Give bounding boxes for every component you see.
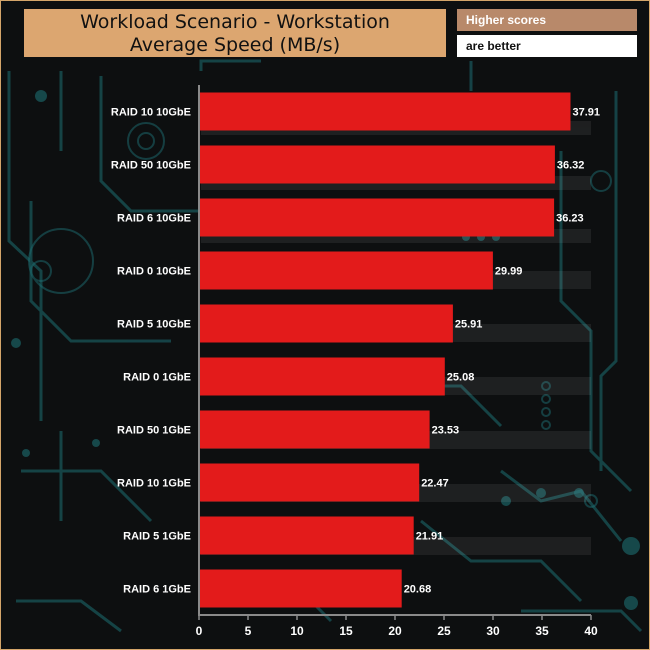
category-label: RAID 50 1GbE	[117, 425, 191, 437]
data-label: 37.91	[573, 107, 601, 119]
data-label: 22.47	[421, 478, 449, 490]
bar	[199, 410, 430, 449]
category-label: RAID 10 10GbE	[111, 107, 191, 119]
x-tick-label: 20	[388, 624, 402, 638]
bar	[199, 145, 555, 184]
bars-layer: RAID 10 10GbE 37.91 RAID 50 10GbE 36.32 RAID…	[111, 92, 601, 608]
chart-title: Workload Scenario - Workstation Average …	[24, 9, 446, 57]
x-tick-label: 5	[245, 624, 252, 638]
bar	[199, 357, 445, 396]
bar	[199, 198, 555, 237]
data-label: 20.68	[404, 584, 432, 596]
category-label: RAID 6 10GbE	[117, 213, 191, 225]
x-tick-label: 35	[535, 624, 549, 638]
chart-title-line-1: Workload Scenario - Workstation	[80, 11, 390, 33]
x-tick-label: 40	[584, 624, 598, 638]
bar	[199, 463, 420, 502]
x-tick-label: 10	[290, 624, 304, 638]
data-label: 29.99	[495, 266, 523, 278]
note-are-better: are better	[457, 35, 637, 57]
category-label: RAID 10 1GbE	[117, 478, 191, 490]
data-label: 23.53	[432, 425, 460, 437]
category-label: RAID 0 1GbE	[123, 372, 191, 384]
chart-title-line-2: Average Speed (MB/s)	[129, 34, 341, 56]
category-label: RAID 5 10GbE	[117, 319, 191, 331]
category-label: RAID 0 10GbE	[117, 266, 191, 278]
data-label: 21.91	[416, 531, 444, 543]
x-tick-label: 15	[339, 624, 353, 638]
bar	[199, 92, 571, 131]
bar	[199, 304, 453, 343]
category-label: RAID 5 1GbE	[123, 531, 191, 543]
bar	[199, 251, 493, 290]
bar	[199, 569, 402, 608]
note-higher-scores: Higher scores	[457, 9, 637, 31]
category-label: RAID 50 10GbE	[111, 160, 191, 172]
bar	[199, 516, 414, 555]
data-label: 25.91	[455, 319, 483, 331]
category-label: RAID 6 1GbE	[123, 584, 191, 596]
x-tick-label: 30	[486, 624, 500, 638]
x-tick-label: 0	[196, 624, 203, 638]
x-tick-label: 25	[437, 624, 451, 638]
data-label: 36.23	[556, 213, 584, 225]
data-label: 36.32	[557, 160, 585, 172]
x-axis: 0 5 10 15 20 25 30 35 40	[196, 85, 598, 638]
data-label: 25.08	[447, 372, 475, 384]
